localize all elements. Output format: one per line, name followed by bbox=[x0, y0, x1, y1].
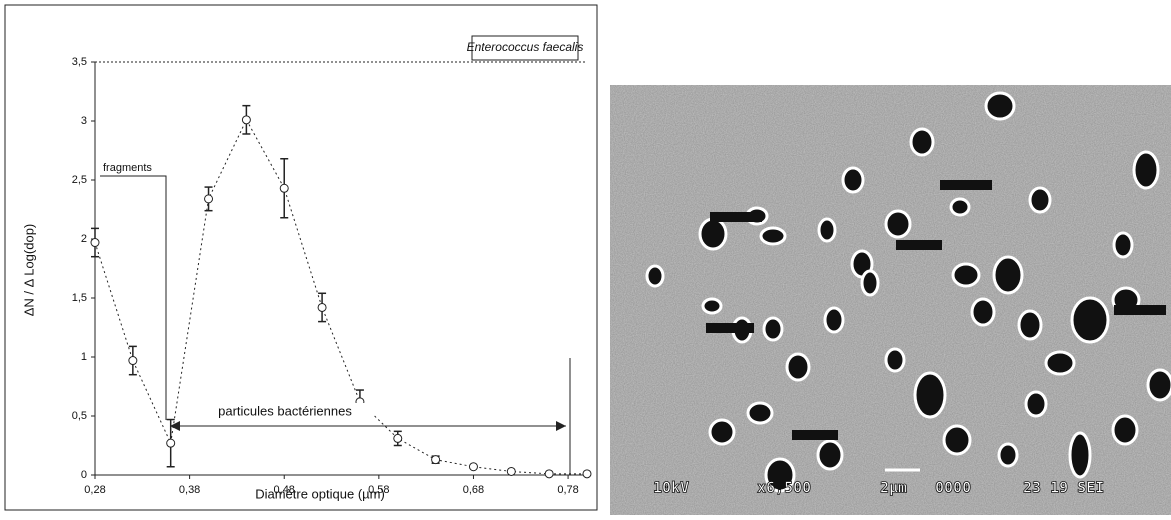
y-tick-label: 1,5 bbox=[72, 292, 87, 304]
data-point bbox=[318, 303, 326, 311]
data-point bbox=[394, 434, 402, 442]
sem-label: 23 19 SEI bbox=[1023, 479, 1104, 497]
data-point bbox=[129, 357, 137, 365]
chart-frame bbox=[5, 5, 597, 510]
y-tick-label: 3 bbox=[81, 115, 87, 127]
sem-label: 10kV bbox=[653, 479, 689, 497]
y-axis-label: ΔN / Δ Log(dop) bbox=[21, 224, 36, 317]
data-point bbox=[167, 439, 175, 447]
data-point bbox=[507, 467, 515, 475]
data-point bbox=[242, 116, 250, 124]
y-tick-label: 3,5 bbox=[72, 56, 87, 68]
y-tick-label: 0 bbox=[81, 469, 87, 481]
y-tick-label: 2 bbox=[81, 233, 87, 245]
y-tick-label: 0,5 bbox=[72, 410, 87, 422]
x-tick-label: 0,38 bbox=[179, 484, 200, 496]
x-tick-label: 0,78 bbox=[557, 484, 578, 496]
data-point bbox=[91, 239, 99, 247]
figure: 00,511,522,533,50,280,380,480,580,680,78… bbox=[0, 0, 1171, 515]
x-tick-label: 0,68 bbox=[463, 484, 484, 496]
x-axis-label: Diamètre optique (µm) bbox=[255, 486, 385, 501]
data-point bbox=[280, 184, 288, 192]
micrograph: 10kV x6,500 2µm 0000 23 19 SEI bbox=[610, 85, 1171, 515]
sem-label: x6,500 bbox=[757, 479, 811, 497]
y-tick-label: 2,5 bbox=[72, 174, 87, 186]
data-point bbox=[545, 470, 553, 478]
y-tick-label: 1 bbox=[81, 351, 87, 363]
data-point bbox=[583, 470, 591, 478]
data-point bbox=[205, 195, 213, 203]
annotation: fragments bbox=[103, 162, 152, 174]
sem-label: 0000 bbox=[935, 479, 971, 497]
page: 00,511,522,533,50,280,380,480,580,680,78… bbox=[0, 0, 1171, 515]
data-point bbox=[469, 463, 477, 471]
data-point bbox=[432, 456, 440, 464]
annotation: particules bactériennes bbox=[218, 403, 352, 418]
x-tick-label: 0,28 bbox=[84, 484, 105, 496]
sem-label: 2µm bbox=[880, 479, 907, 497]
species-label: Enterococcus faecalis bbox=[467, 40, 584, 54]
